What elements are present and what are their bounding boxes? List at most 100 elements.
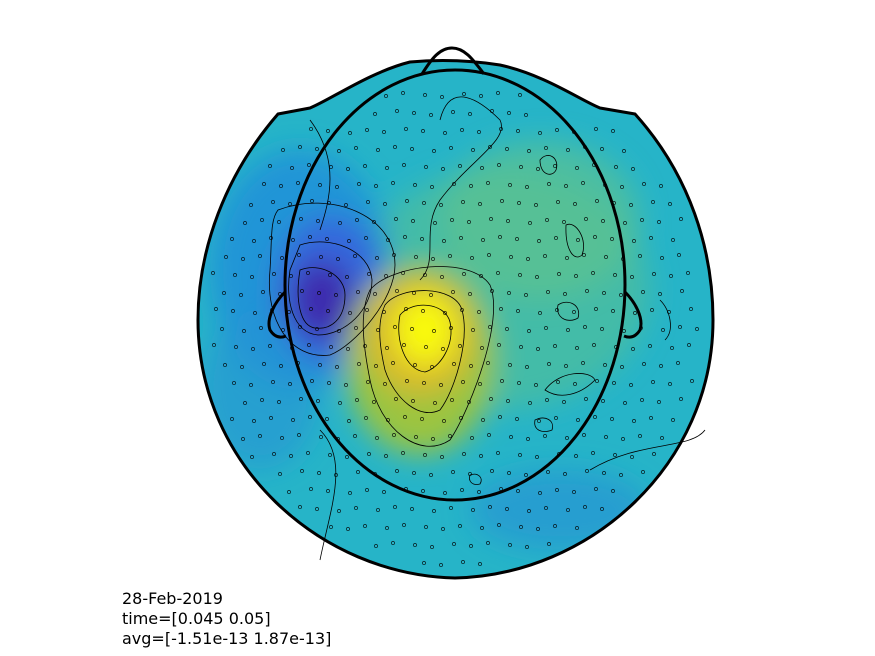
sensor-marker (582, 433, 586, 437)
sensor-marker (641, 290, 645, 294)
sensor-marker (488, 325, 492, 329)
sensor-marker (467, 220, 471, 224)
sensor-marker (374, 184, 378, 188)
sensor-marker (554, 416, 558, 420)
sensor-marker (326, 489, 330, 493)
sensor-marker (469, 544, 473, 548)
sensor-marker (450, 218, 454, 222)
sensor-marker (394, 397, 398, 401)
sensor-marker (329, 345, 333, 349)
sensor-marker (537, 419, 541, 423)
sensor-marker (525, 545, 529, 549)
sensor-marker (392, 253, 396, 257)
sensor-marker (660, 256, 664, 260)
sensor-marker (353, 254, 357, 258)
sensor-marker (376, 148, 380, 152)
sensor-marker (347, 419, 351, 423)
sensor-marker (224, 255, 228, 259)
sensor-marker (357, 182, 361, 186)
sensor-marker (525, 185, 529, 189)
sensor-marker (288, 202, 292, 206)
sensor-marker (452, 182, 456, 186)
sensor-marker (509, 255, 513, 259)
sensor-marker (413, 183, 417, 187)
sensor-marker (212, 343, 216, 347)
sensor-marker (310, 379, 314, 383)
sensor-marker (470, 256, 474, 260)
sensor-marker (458, 164, 462, 168)
sensor-marker (519, 525, 523, 529)
sensor-marker (260, 398, 264, 402)
sensor-marker (290, 166, 294, 170)
sensor-marker (315, 147, 319, 151)
sensor-marker (347, 239, 351, 243)
sensor-marker (297, 433, 301, 437)
sensor-marker (553, 524, 557, 528)
sensor-marker (477, 310, 481, 314)
sensor-marker (317, 291, 321, 295)
sensor-marker (442, 239, 446, 243)
sensor-marker (329, 165, 333, 169)
sensor-marker (414, 255, 418, 259)
sensor-marker (346, 527, 350, 531)
sensor-marker (363, 344, 367, 348)
sensor-marker (660, 436, 664, 440)
sensor-marker (272, 452, 276, 456)
sensor-marker (565, 436, 569, 440)
sensor-marker (317, 471, 321, 475)
sensor-marker (452, 362, 456, 366)
sensor-marker (268, 164, 272, 168)
sensor-marker (480, 346, 484, 350)
sensor-marker (640, 218, 644, 222)
sensor-marker (689, 307, 693, 311)
sensor-marker (291, 238, 295, 242)
sensor-marker (632, 239, 636, 243)
sensor-marker (439, 383, 443, 387)
sensor-marker (429, 473, 433, 477)
sensor-marker (402, 343, 406, 347)
sensor-marker (269, 416, 273, 420)
sensor-marker (505, 327, 509, 331)
sensor-marker (430, 545, 434, 549)
sensor-marker (619, 473, 623, 477)
sensor-marker (585, 289, 589, 293)
sensor-marker (356, 290, 360, 294)
sensor-marker (524, 293, 528, 297)
sensor-marker (649, 416, 653, 420)
sensor-marker (451, 110, 455, 114)
sensor-marker (424, 525, 428, 529)
sensor-marker (336, 257, 340, 261)
sensor-marker (461, 560, 465, 564)
sensor-marker (335, 185, 339, 189)
sensor-marker (555, 308, 559, 312)
sensor-marker (630, 455, 634, 459)
sensor-marker (391, 361, 395, 365)
sensor-marker (487, 433, 491, 437)
sensor-marker (448, 254, 452, 258)
sensor-marker (241, 257, 245, 261)
sensor-marker (411, 219, 415, 223)
sensor-marker (363, 164, 367, 168)
sensor-marker (401, 451, 405, 455)
sensor-marker (562, 400, 566, 404)
sensor-marker (214, 307, 218, 311)
sensor-marker (676, 361, 680, 365)
sensor-marker (440, 455, 444, 459)
sensor-marker (405, 199, 409, 203)
sensor-marker (611, 489, 615, 493)
sensor-marker (258, 254, 262, 258)
sensor-marker (432, 329, 436, 333)
sensor-marker (576, 238, 580, 242)
sensor-marker (497, 163, 501, 167)
sensor-marker (500, 199, 504, 203)
sensor-marker (231, 309, 235, 313)
sensor-marker (583, 505, 587, 509)
sensor-marker (306, 271, 310, 275)
sensor-marker (509, 435, 513, 439)
sensor-marker (410, 507, 414, 511)
sensor-marker (376, 328, 380, 332)
head-outline (196, 46, 715, 580)
sensor-marker (412, 471, 416, 475)
sensor-marker (668, 382, 672, 386)
sensor-marker (621, 437, 625, 441)
